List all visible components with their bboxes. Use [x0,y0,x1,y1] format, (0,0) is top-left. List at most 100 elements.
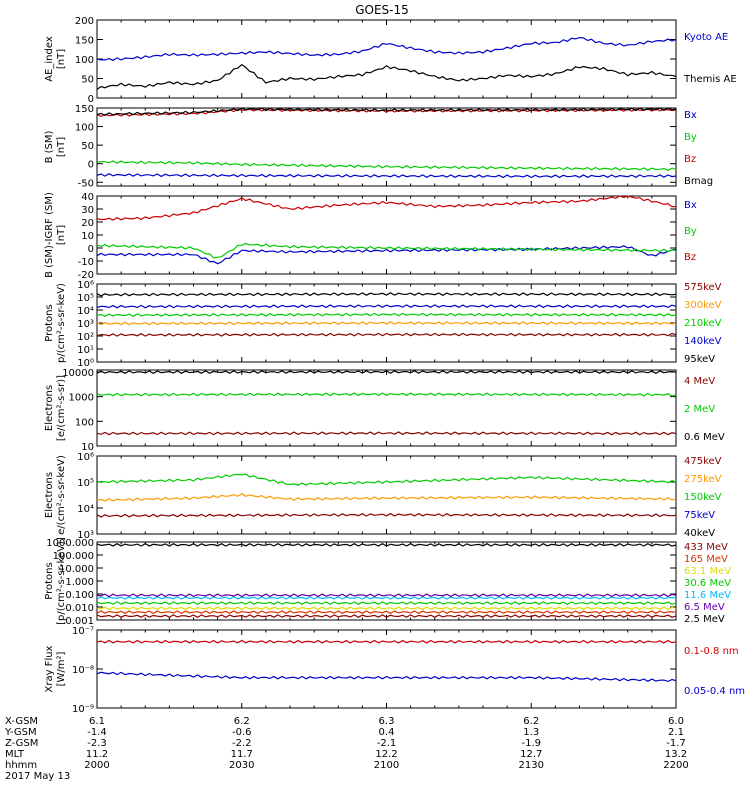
y-tick-label: 10⁻⁹ [72,704,94,715]
legend-entry: 300keV [684,300,722,311]
y-axis-label: Electrons [44,472,55,518]
y-axis-label: [nT] [56,49,67,69]
y-tick-label: 10000 [62,368,94,379]
row-label: hhmm [5,760,37,771]
legend-entry: 210keV [684,318,722,329]
series-line [96,606,677,611]
cell-value: 2030 [229,760,254,771]
y-axis-label: [nT] [56,225,67,245]
panel-8: 10⁻⁹ 10⁻⁸ 10⁻⁷ Xray Flux [W/m²] 0.1-0.8 nm 0.0… [44,626,745,715]
y-tick-label: 150 [75,104,94,115]
cell-value: 2.1 [668,727,684,738]
series-line [96,332,677,337]
y-tick-label: 0.001 [65,616,94,627]
series-line [96,63,677,90]
y-tick-label: 1000 [69,393,94,404]
legend-entry: By [684,226,697,237]
y-tick-label: 200 [75,16,94,27]
legend-entry: 275keV [684,474,722,485]
cell-value: 11.7 [231,749,253,760]
legend-entry: Kyoto AE [684,32,728,43]
y-tick-label: 0 [88,94,94,105]
y-tick-label: 50 [81,75,94,86]
cell-value: 1.3 [523,727,539,738]
series-line [96,610,677,615]
cell-value: 6.1 [89,716,105,727]
row-label: X-GSM [5,716,38,727]
cell-value: -0.6 [232,727,252,738]
legend-entry: 165 MeV [684,554,728,565]
y-tick-label: 1.000 [65,577,94,588]
legend-entry: 575keV [684,282,722,293]
y-tick-label: 40 [81,192,94,203]
series-line [96,671,677,683]
y-tick-label: 10 [81,442,94,453]
cell-value: 0.4 [379,727,395,738]
y-tick-label: 10⁵ [77,293,94,304]
legend-entry: Themis AE [683,74,737,85]
y-tick-label: 100 [75,55,94,66]
panel-1: 0 50 100 150 200 AE_index [nT] Kyoto AE Themis A… [44,16,737,105]
legend-entry: 2 MeV [684,404,715,415]
series-line [96,195,677,221]
y-tick-label: 10³ [77,319,94,330]
y-axis-label: [W/m²] [56,651,67,686]
y-axis-label: AE_index [44,36,55,82]
cell-value: 12.2 [375,749,397,760]
row-label: Y-GSM [4,727,37,738]
legend-entry: 0.1-0.8 nm [684,646,739,657]
series-line [96,304,677,309]
cell-value: 11.2 [86,749,108,760]
legend-entry: 0.05-0.4 nm [684,686,745,697]
y-tick-label: 0 [88,244,94,255]
cell-value: -1.4 [87,727,107,738]
y-tick-label: 10⁴ [77,306,94,317]
panel-frame [96,195,677,275]
panel-frame [96,107,677,187]
series-line [96,292,677,297]
cell-value: 6.2 [234,716,250,727]
cell-value: -1.7 [666,738,686,749]
y-axis-label: [e/(cm²-s-sr)] [56,375,67,441]
series-line [96,492,677,502]
y-tick-label: 10⁶ [77,452,94,463]
cell-value: 2130 [519,760,544,771]
y-tick-label: 50 [81,141,94,152]
legend-entry: Bz [684,154,696,165]
legend-entry: 11.6 MeV [684,590,731,601]
y-axis-label: Xray Flux [44,645,55,692]
y-axis-label: e/(cm²-s-sr-keV) [56,455,67,535]
series-line [96,108,677,118]
legend-entry: 4 MeV [684,376,715,387]
cell-value: 6.0 [668,716,684,727]
series-line [96,639,677,644]
legend-entry: 140keV [684,336,722,347]
legend-entry: Bmag [684,176,713,187]
y-tick-label: 10⁻⁸ [72,665,94,676]
legend-entry: 40keV [684,528,715,539]
series-line [96,601,677,605]
series-line [96,321,677,326]
y-tick-label: 10 [81,231,94,242]
y-tick-label: 10² [77,332,94,343]
y-tick-label: 10.000 [59,564,94,575]
panel-frame [96,455,677,535]
series-line [96,370,677,374]
cell-value: 2100 [374,760,399,771]
legend-entry: 95keV [684,354,715,365]
series-line [96,543,677,547]
cell-value: 6.2 [523,716,539,727]
y-axis-label: B (SM) [44,130,55,163]
legend-entry: 475keV [684,456,722,467]
row-label: 2017 May 13 [5,771,70,782]
legend-entry: 433 MeV [684,542,728,553]
y-tick-label: -20 [78,270,94,281]
y-tick-label: 10⁻⁷ [72,626,94,637]
legend-entry: Bx [684,200,697,211]
cell-value: -2.3 [87,738,107,749]
y-axis-label: Protons [44,304,55,341]
y-tick-label: 10⁰ [77,358,94,369]
legend-entry: 30.6 MeV [684,578,731,589]
y-tick-label: 0 [88,160,94,171]
